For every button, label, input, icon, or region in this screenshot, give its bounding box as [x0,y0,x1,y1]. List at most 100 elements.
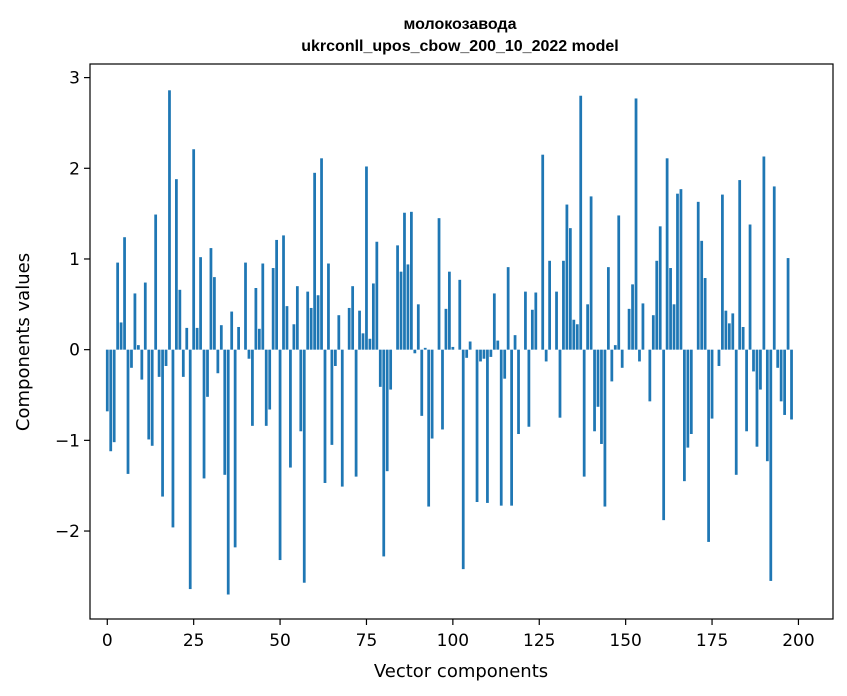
bar-2 [112,349,116,443]
bar-190 [762,156,766,350]
bar-14 [154,214,158,350]
bar-78 [375,241,379,350]
bar-17 [164,349,168,366]
bar-71 [351,286,355,350]
bar-102 [458,279,462,350]
y-axis-ticks: −2 −1 0 1 2 3 [55,69,90,542]
bar-188 [755,349,759,447]
bar-44 [257,328,261,350]
bar-73 [358,310,361,350]
bar-1 [109,349,113,452]
x-tick-label: 200 [782,631,814,651]
bar-12 [147,349,151,440]
bar-77 [371,283,375,350]
bar-163 [669,268,672,350]
bar-127 [544,349,548,362]
bar-65 [330,349,334,445]
y-tick-label: −1 [55,431,80,451]
bar-88 [410,211,413,350]
bar-24 [188,349,192,590]
bar-153 [634,98,638,350]
bar-11 [143,282,147,350]
bar-167 [683,349,686,482]
bar-66 [333,349,337,366]
bar-149 [620,349,624,368]
bar-191 [765,349,769,462]
bar-134 [568,228,572,350]
bar-72 [354,349,358,477]
chart-title: молокозавода [404,16,517,33]
bar-145 [606,267,610,350]
bar-21 [178,289,182,350]
bar-105 [468,341,472,350]
bar-140 [589,196,593,350]
bar-196 [783,349,786,415]
bar-75 [365,166,368,350]
bar-15 [157,349,161,377]
bar-51 [282,235,285,350]
bar-27 [199,257,202,350]
bar-42 [251,349,254,426]
bar-50 [278,349,282,561]
bar-168 [686,349,690,448]
bar-121 [524,291,527,350]
bar-110 [486,349,489,503]
bar-184 [741,326,745,350]
bar-147 [613,345,617,350]
bar-92 [423,347,427,350]
bar-180 [727,323,731,350]
bars-group [105,90,793,595]
bar-135 [572,319,576,350]
bar-82 [389,349,393,390]
bar-94 [430,349,434,439]
bar-34 [223,349,227,475]
bar-175 [710,349,714,419]
bar-19 [171,349,175,528]
bar-189 [759,349,762,390]
bar-179 [724,310,728,350]
y-tick-label: 1 [69,250,80,270]
bar-98 [444,308,448,350]
bar-45 [261,263,265,350]
bar-114 [499,349,503,506]
bar-70 [347,307,351,350]
bar-137 [579,95,583,350]
plot-frame [89,63,834,620]
bar-111 [489,349,493,357]
bar-54 [292,324,296,350]
bar-194 [776,349,780,368]
bar-36 [230,311,234,350]
bar-151 [627,308,631,350]
y-axis-label: Components values [13,253,34,431]
bar-37 [233,349,237,548]
bar-38 [237,326,240,350]
bar-143 [600,349,603,444]
bar-64 [327,263,330,350]
bar-48 [271,268,275,350]
bar-53 [289,349,292,468]
bar-136 [575,324,579,350]
bar-89 [413,349,417,354]
bar-29 [206,349,209,397]
bar-154 [638,349,641,362]
x-tick-label: 175 [696,631,728,651]
bar-172 [700,240,704,350]
bar-13 [150,349,154,446]
bar-100 [451,346,455,350]
x-tick-label: 50 [269,631,291,651]
bar-171 [696,201,700,350]
bar-56 [299,349,303,432]
bar-41 [247,349,251,359]
bar-177 [717,349,721,366]
bar-103 [461,349,465,570]
bar-148 [617,215,621,350]
chart-subtitle: ukrconll_upos_cbow_200_10_2022 model [301,38,618,55]
bar-4 [119,322,123,350]
y-tick-label: 2 [69,159,80,179]
bar-31 [213,277,216,350]
bar-173 [703,278,707,350]
bar-90 [416,304,420,350]
bar-3 [116,262,120,350]
